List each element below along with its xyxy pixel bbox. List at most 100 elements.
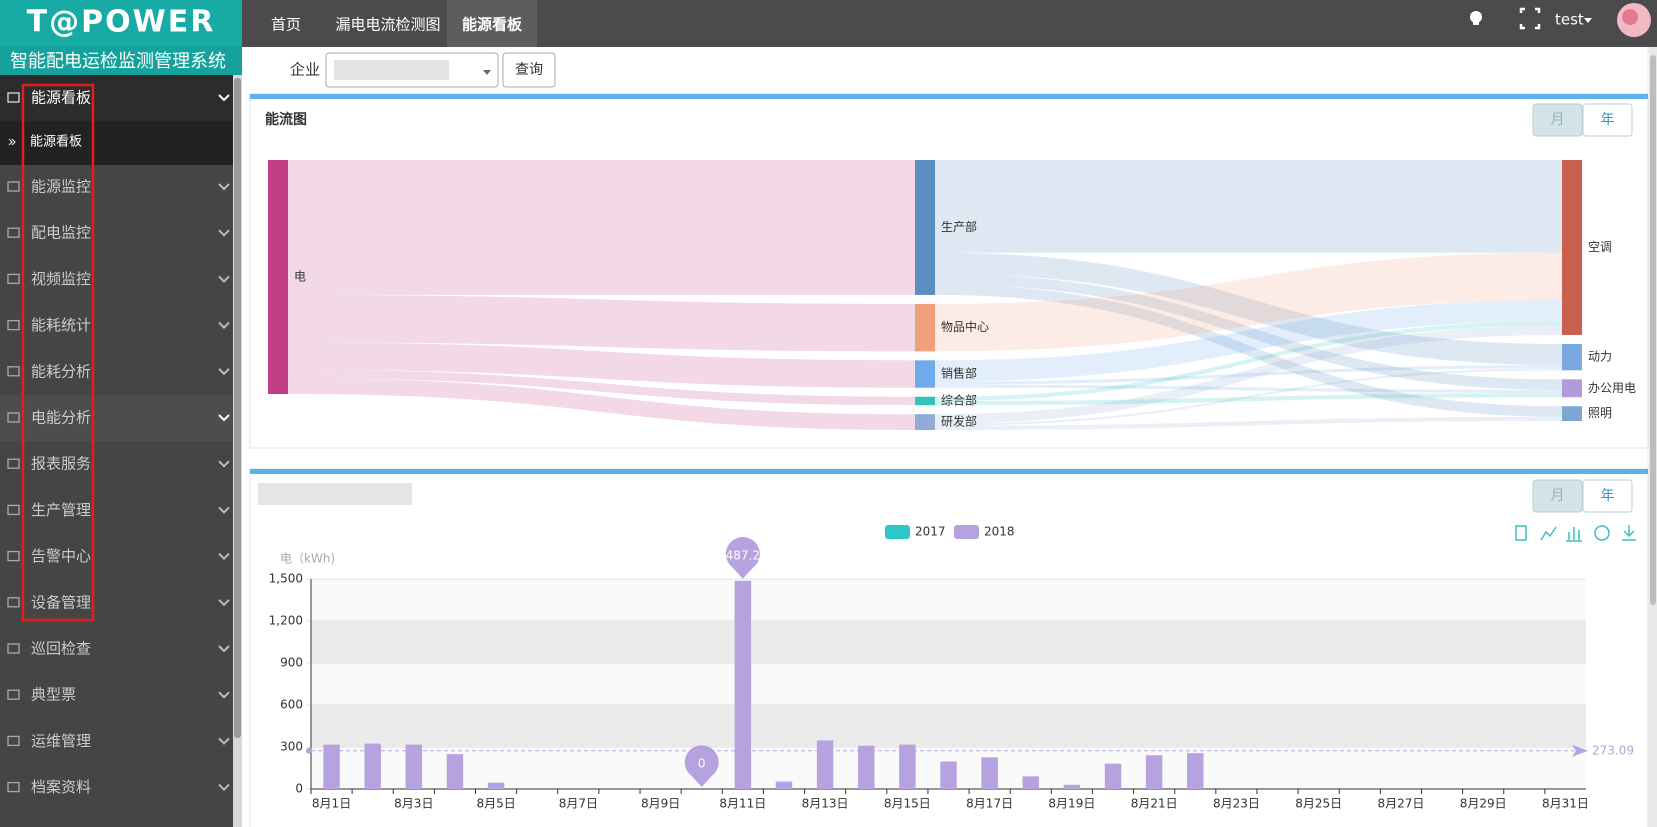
tool-data-view[interactable] — [1515, 525, 1527, 541]
submenu-marker — [8, 138, 16, 146]
select-caret — [483, 70, 491, 75]
menu-icon — [7, 735, 20, 747]
sankey-panel-top — [250, 94, 1648, 99]
x-tick-label: 8月7日 — [559, 797, 598, 811]
sankey-node-label: 办公用电 — [1588, 380, 1636, 395]
sankey-node — [1562, 343, 1582, 371]
average-arrow — [1572, 744, 1588, 757]
sankey-link — [935, 365, 1562, 385]
y-tick-label: 300 — [280, 740, 303, 754]
top-bar — [0, 0, 1657, 47]
menu-item[interactable]: 配电监控 — [31, 224, 91, 242]
chart-toolbox — [1515, 525, 1636, 542]
period-toggle-label[interactable]: 月 — [1551, 488, 1565, 504]
sidebar-scroll-thumb[interactable] — [234, 78, 241, 738]
menu-icon — [7, 366, 20, 377]
user-name[interactable]: test — [1555, 11, 1584, 29]
bell-icon[interactable] — [1470, 11, 1482, 23]
sankey-link — [288, 369, 915, 406]
query-button-label[interactable]: 查询 — [515, 62, 543, 78]
bar — [405, 744, 423, 789]
filter-label: 企业 — [290, 61, 320, 79]
nav-item[interactable]: 首页 — [271, 16, 301, 34]
menu-chevron — [218, 506, 230, 514]
user-caret — [1584, 18, 1592, 23]
menu-chevron — [218, 460, 230, 468]
legend-label[interactable]: 2018 — [984, 525, 1015, 539]
period-toggle[interactable] — [1582, 103, 1633, 137]
menu-item[interactable]: 生产管理 — [31, 501, 91, 519]
menu-item[interactable]: 档案资料 — [31, 778, 91, 796]
period-toggle[interactable] — [1532, 479, 1583, 513]
menu-active-bg — [0, 75, 233, 121]
mark-pin-label: 0 — [698, 757, 706, 771]
menu-item[interactable]: 能源监控 — [31, 178, 91, 196]
sankey-link — [935, 252, 1562, 366]
menu-icon — [7, 92, 20, 103]
tool-bar[interactable] — [1566, 527, 1582, 542]
bar — [487, 782, 505, 789]
tool-save[interactable] — [1622, 525, 1636, 541]
menu-item[interactable]: 报表服务 — [31, 455, 91, 473]
menu-item[interactable]: 运维管理 — [31, 732, 91, 750]
menu-item[interactable]: 能源看板 — [31, 89, 91, 107]
fullscreen-icon[interactable] — [1519, 7, 1541, 30]
sankey-link — [935, 325, 1562, 424]
sankey-node-label: 电 — [294, 270, 306, 284]
query-button[interactable] — [502, 52, 556, 88]
submenu-item[interactable]: 能源看板 — [30, 134, 82, 150]
x-tick-label: 8月27日 — [1377, 797, 1424, 811]
mark-pin — [725, 537, 760, 579]
menu-chevron — [218, 229, 230, 237]
sankey-node — [915, 414, 935, 430]
menu-item[interactable]: 电能分析 — [31, 409, 91, 427]
tool-restore[interactable] — [1594, 525, 1610, 541]
sankey-node-label: 动力 — [1588, 350, 1612, 364]
bar — [323, 744, 340, 789]
legend-swatch[interactable] — [954, 525, 979, 539]
y-tick-label: 0 — [295, 782, 303, 796]
menu-item[interactable]: 能耗分析 — [31, 362, 91, 380]
y-tick-label: 900 — [280, 656, 303, 670]
sankey-node — [1562, 160, 1582, 335]
y-tick-label: 1,200 — [269, 614, 303, 628]
menu-item[interactable]: 设备管理 — [31, 593, 91, 611]
bar — [981, 757, 998, 789]
nav-item[interactable]: 能源看板 — [462, 16, 523, 34]
bar — [1104, 763, 1122, 789]
menu-item[interactable]: 巡回检查 — [31, 640, 91, 658]
bar — [858, 745, 875, 789]
legend-label[interactable]: 2017 — [915, 525, 946, 539]
bar — [1022, 776, 1039, 789]
sankey-link — [288, 378, 915, 430]
period-toggle-label[interactable]: 月 — [1551, 112, 1565, 128]
bar — [1187, 753, 1204, 789]
nav-item[interactable]: 漏电电流检测图 — [335, 16, 440, 34]
x-tick-label: 8月11日 — [719, 797, 766, 811]
menu-item[interactable]: 告警中心 — [31, 547, 91, 565]
sankey-node — [268, 160, 288, 394]
chart-panel-top — [250, 469, 1648, 474]
menu-item[interactable]: 能耗统计 — [31, 316, 91, 334]
avatar-detail — [1622, 9, 1638, 25]
bar — [446, 754, 464, 789]
grid-band — [311, 663, 1586, 705]
sankey-link — [935, 160, 1562, 253]
tool-line[interactable] — [1540, 526, 1557, 541]
sankey-link — [935, 416, 1562, 430]
highlight-box — [21, 83, 95, 622]
x-tick-label: 8月15日 — [884, 797, 931, 811]
menu-item[interactable]: 视频监控 — [31, 270, 91, 288]
sankey-links — [288, 160, 1562, 430]
period-toggle-label[interactable]: 年 — [1601, 488, 1615, 504]
legend-swatch[interactable] — [885, 525, 910, 539]
menu-icon — [7, 781, 20, 793]
period-toggle-label[interactable]: 年 — [1601, 112, 1615, 128]
grid-band — [311, 579, 1586, 621]
period-toggle[interactable] — [1582, 479, 1633, 513]
sankey-link — [935, 273, 1562, 390]
period-toggle[interactable] — [1532, 103, 1583, 137]
main-scroll-thumb[interactable] — [1650, 55, 1656, 605]
menu-item[interactable]: 典型票 — [31, 686, 76, 704]
menu-chevron — [218, 645, 230, 653]
